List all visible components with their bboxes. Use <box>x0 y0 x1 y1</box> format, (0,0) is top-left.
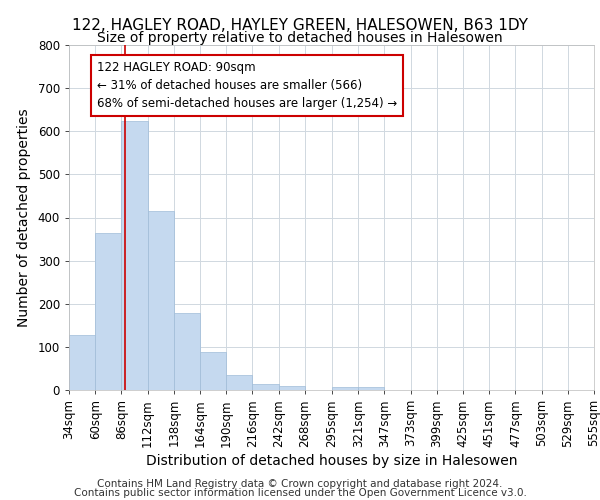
Text: Contains HM Land Registry data © Crown copyright and database right 2024.: Contains HM Land Registry data © Crown c… <box>97 479 503 489</box>
Bar <box>226 375 253 390</box>
Bar <box>121 122 148 390</box>
Text: Contains public sector information licensed under the Open Government Licence v3: Contains public sector information licen… <box>74 488 526 498</box>
Bar <box>95 232 121 390</box>
X-axis label: Distribution of detached houses by size in Halesowen: Distribution of detached houses by size … <box>146 454 517 468</box>
Text: 122, HAGLEY ROAD, HAYLEY GREEN, HALESOWEN, B63 1DY: 122, HAGLEY ROAD, HAYLEY GREEN, HALESOWE… <box>72 18 528 32</box>
Bar <box>253 384 278 390</box>
Bar <box>174 313 200 390</box>
Bar <box>332 386 358 390</box>
Bar <box>69 335 95 390</box>
Y-axis label: Number of detached properties: Number of detached properties <box>17 108 31 327</box>
Bar <box>148 211 174 390</box>
Bar <box>358 386 385 390</box>
Text: Size of property relative to detached houses in Halesowen: Size of property relative to detached ho… <box>97 31 503 45</box>
Bar <box>278 386 305 390</box>
Bar <box>200 352 226 390</box>
Text: 122 HAGLEY ROAD: 90sqm
← 31% of detached houses are smaller (566)
68% of semi-de: 122 HAGLEY ROAD: 90sqm ← 31% of detached… <box>97 62 397 110</box>
